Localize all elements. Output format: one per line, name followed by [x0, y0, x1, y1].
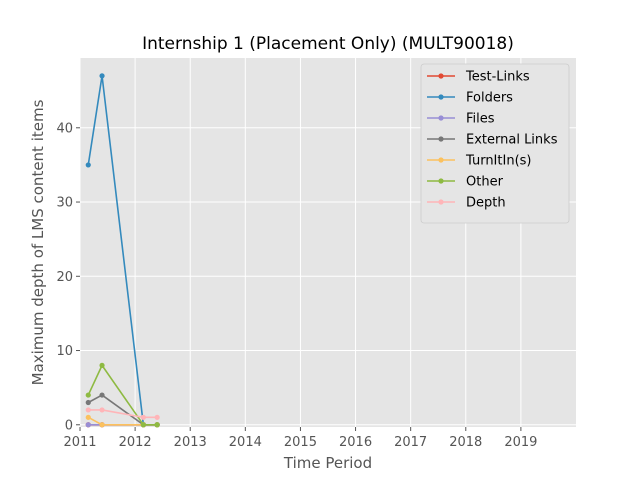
x-tick-label: 2019	[504, 435, 537, 450]
x-tick-label: 2016	[339, 435, 372, 450]
legend-label: Test-Links	[465, 70, 530, 85]
y-tick-label: 10	[56, 344, 73, 359]
data-point	[85, 407, 91, 413]
series-line	[87, 364, 158, 426]
legend-swatch-marker	[438, 115, 444, 121]
data-point	[99, 422, 105, 428]
x-tick-label: 2018	[449, 435, 482, 450]
x-tick-label: 2012	[119, 435, 152, 450]
legend-entry: Depth	[427, 196, 506, 211]
grid-lines	[79, 58, 576, 427]
series-line	[88, 409, 158, 419]
legend-entry: External Links	[427, 133, 558, 148]
data-point	[154, 422, 160, 428]
legend-swatch-marker	[438, 136, 444, 142]
legend-label: Folders	[466, 91, 513, 106]
legend-entry: Other	[427, 175, 504, 190]
y-tick-label: 0	[65, 418, 73, 433]
legend-label: External Links	[466, 133, 558, 148]
legend-swatch-marker	[438, 157, 444, 163]
x-tick-label: 2015	[284, 435, 317, 450]
data-point	[85, 414, 91, 420]
legend-entry: Test-Links	[427, 70, 530, 85]
data-point	[85, 422, 91, 428]
y-axis-label: Maximum depth of LMS content items	[29, 99, 47, 385]
legend-label: Depth	[466, 196, 506, 211]
legend-swatch-marker	[438, 94, 444, 100]
legend-swatch-marker	[438, 199, 444, 205]
y-tick-label: 30	[56, 196, 73, 211]
data-point	[99, 407, 105, 413]
x-tick-label: 2014	[229, 435, 262, 450]
axis-ticks: 2011 2012 2013 2014 2015 2016 2017 2018 2019 0 10 2…	[56, 121, 537, 450]
data-point	[99, 73, 105, 79]
chart-title: Internship 1 (Placement Only) (MULT90018…	[142, 34, 514, 54]
legend-box	[420, 63, 570, 224]
legend-label: Other	[466, 175, 504, 190]
x-tick-label: 2011	[63, 435, 96, 450]
data-point	[85, 392, 91, 398]
legend-label: TurnItIn(s)	[465, 154, 531, 169]
series-depth	[85, 407, 160, 420]
x-tick-label: 2017	[394, 435, 427, 450]
legend-entry: Folders	[427, 91, 513, 106]
data-point	[154, 414, 160, 420]
legend-label: Files	[466, 112, 495, 127]
data-point	[85, 162, 91, 168]
legend-swatch-marker	[438, 73, 444, 79]
x-tick-label: 2013	[174, 435, 207, 450]
data-point	[99, 392, 105, 398]
data-series	[85, 73, 160, 428]
legend-swatch-marker	[438, 178, 444, 184]
y-tick-label: 40	[56, 121, 73, 136]
series-other	[85, 362, 160, 428]
y-tick-label: 20	[56, 270, 73, 285]
legend: Test-Links Folders Files External Links Turn…	[420, 63, 570, 224]
data-point	[99, 362, 105, 368]
legend-entry: Files	[427, 112, 495, 127]
data-point	[140, 422, 146, 428]
data-point	[85, 399, 91, 406]
x-axis-label: Time Period	[283, 454, 372, 472]
data-point	[140, 414, 146, 420]
legend-entry: TurnItIn(s)	[427, 154, 531, 169]
